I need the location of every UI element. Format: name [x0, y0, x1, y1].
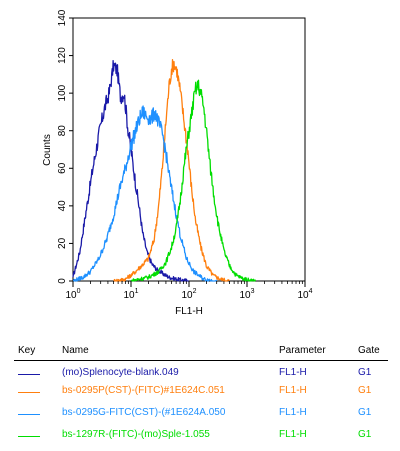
legend-row: (mo)Splenocyte-blank.049 FL1-H G1 [0, 367, 400, 381]
histogram-chart: 0 20 40 60 80 100 120 140 100 101 102 103 104 Count… [42, 9, 313, 317]
legend-series-name: bs-1297R-(FITC)-(mo)Sple-1.055 [62, 429, 210, 440]
legend-parameter: FL1-H [279, 385, 307, 396]
x-tick-label: 103 [239, 288, 254, 301]
legend-swatch [18, 392, 40, 393]
x-tick-label: 104 [297, 288, 312, 301]
x-tick-label: 101 [123, 288, 138, 301]
legend-header-gate: Gate [358, 345, 380, 356]
legend-header-parameter: Parameter [279, 345, 326, 356]
legend-row: bs-0295G-FITC(CST)-(#1E624A.050 FL1-H G1 [0, 407, 400, 421]
series-layer [72, 59, 257, 282]
legend-series-name: bs-0295G-FITC(CST)-(#1E624A.050 [62, 407, 226, 418]
legend-gate: G1 [358, 385, 372, 396]
x-tick-label: 100 [65, 288, 80, 301]
legend-series-name: (mo)Splenocyte-blank.049 [62, 367, 179, 378]
y-tick-label: 120 [57, 47, 68, 64]
legend-series-name: bs-0295P(CST)-(FITC)#1E624C.051 [62, 385, 225, 396]
x-axis-label: FL1-H [175, 306, 203, 317]
legend-parameter: FL1-H [279, 429, 307, 440]
legend-swatch [18, 436, 40, 437]
legend-swatch [18, 414, 40, 415]
y-tick-label: 0 [57, 278, 68, 284]
series-line [113, 59, 231, 282]
y-axis: 0 20 40 60 80 100 120 140 [57, 9, 73, 284]
y-tick-label: 40 [57, 200, 68, 212]
y-tick-label: 80 [57, 125, 68, 137]
y-tick-label: 60 [57, 162, 68, 174]
legend-gate: G1 [358, 429, 372, 440]
series-line [130, 79, 257, 282]
legend-row: bs-0295P(CST)-(FITC)#1E624C.051 FL1-H G1 [0, 385, 400, 399]
legend-header-name: Name [62, 345, 89, 356]
legend-header-key: Key [18, 345, 36, 356]
legend-gate: G1 [358, 407, 372, 418]
series-line [72, 105, 218, 282]
x-tick-label: 102 [181, 288, 196, 301]
legend-header: Key Name Parameter Gate [0, 345, 400, 359]
y-tick-label: 20 [57, 237, 68, 249]
legend-parameter: FL1-H [279, 407, 307, 418]
legend-swatch [18, 374, 40, 375]
y-axis-label: Counts [42, 134, 53, 166]
legend-divider [14, 360, 388, 361]
legend-row: bs-1297R-(FITC)-(mo)Sple-1.055 FL1-H G1 [0, 429, 400, 443]
y-tick-label: 140 [57, 9, 68, 26]
plot-frame [72, 17, 306, 282]
legend-parameter: FL1-H [279, 367, 307, 378]
x-axis: 100 101 102 103 104 [65, 281, 313, 301]
legend-gate: G1 [358, 367, 372, 378]
y-tick-label: 100 [57, 84, 68, 101]
